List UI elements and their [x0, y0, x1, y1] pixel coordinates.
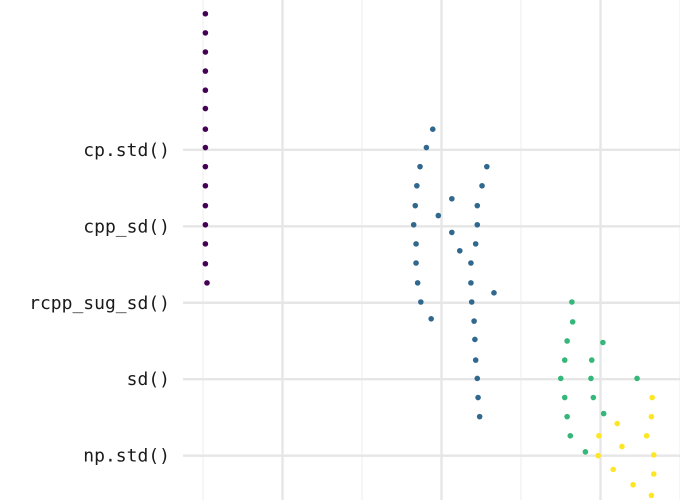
- point: [428, 316, 434, 322]
- point: [202, 241, 209, 247]
- point: [475, 394, 481, 401]
- point: [414, 182, 420, 189]
- point: [202, 221, 209, 228]
- point: [449, 195, 455, 202]
- point: [588, 375, 594, 382]
- point: [557, 375, 564, 382]
- point: [202, 144, 209, 151]
- y-tick-label: sd(): [127, 369, 170, 390]
- point: [619, 443, 625, 450]
- point: [410, 221, 417, 228]
- point: [472, 357, 479, 363]
- point: [643, 432, 650, 439]
- point: [630, 481, 636, 488]
- y-tick-label: cpp_sd(): [83, 216, 170, 237]
- point: [582, 449, 589, 455]
- point: [429, 126, 436, 133]
- point: [468, 280, 474, 286]
- point: [202, 163, 209, 170]
- point: [413, 260, 419, 266]
- point: [588, 357, 595, 363]
- point: [476, 413, 483, 420]
- point: [484, 163, 490, 170]
- point: [202, 30, 209, 36]
- point: [471, 318, 477, 324]
- point: [649, 394, 655, 401]
- point: [648, 492, 655, 499]
- point: [600, 339, 606, 346]
- point: [202, 68, 209, 74]
- point: [596, 432, 602, 439]
- point: [468, 299, 475, 305]
- point: [650, 471, 657, 477]
- point: [569, 319, 576, 325]
- point: [418, 299, 424, 305]
- point: [474, 375, 481, 382]
- point: [202, 202, 209, 209]
- point: [479, 182, 485, 189]
- point: [650, 452, 657, 458]
- point: [202, 126, 209, 133]
- point: [474, 202, 481, 209]
- point: [564, 338, 570, 344]
- point: [423, 144, 430, 151]
- point: [413, 241, 419, 247]
- point: [610, 466, 617, 473]
- point: [648, 413, 655, 420]
- point: [202, 260, 209, 267]
- point: [414, 280, 421, 286]
- point: [412, 202, 419, 209]
- point: [600, 410, 607, 417]
- point: [204, 280, 210, 286]
- y-tick-label: np.std(): [83, 446, 170, 467]
- point: [202, 10, 209, 17]
- point: [474, 221, 481, 228]
- point: [456, 247, 463, 254]
- point: [417, 163, 423, 170]
- point: [435, 212, 442, 219]
- point: [472, 241, 479, 247]
- point: [202, 182, 209, 189]
- point: [564, 413, 570, 420]
- y-tick-label: cp.std(): [83, 140, 170, 161]
- point: [590, 394, 597, 401]
- point: [202, 87, 209, 94]
- point: [569, 299, 575, 305]
- point: [561, 394, 568, 401]
- point: [561, 357, 568, 363]
- point: [202, 49, 209, 55]
- point: [634, 375, 640, 382]
- point: [567, 432, 574, 439]
- point: [614, 420, 620, 427]
- point: [468, 260, 474, 266]
- point: [595, 452, 601, 459]
- point: [449, 229, 455, 236]
- point: [491, 290, 497, 296]
- point: [472, 336, 478, 343]
- y-tick-label: rcpp_sug_sd(): [29, 293, 170, 314]
- point: [202, 105, 209, 112]
